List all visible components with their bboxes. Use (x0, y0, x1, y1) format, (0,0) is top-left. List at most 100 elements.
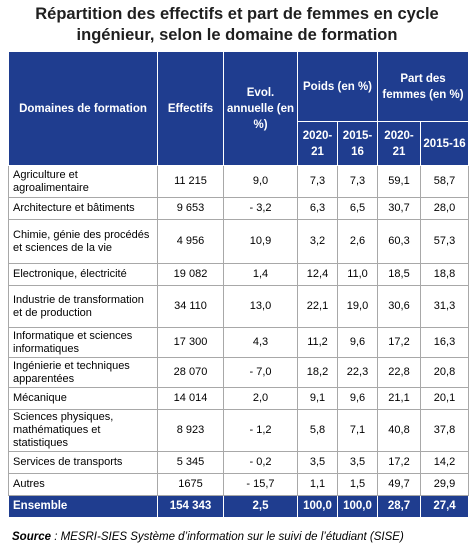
row-poids-2020-21: 9,1 (297, 387, 338, 410)
row-domain: Informatique et sciences informatiques (8, 327, 158, 358)
header-year-femmes-2020-21: 2020-21 (377, 121, 422, 166)
row-femmes-2015-16: 20,1 (420, 387, 470, 410)
row-femmes-2020-21: 17,2 (377, 327, 422, 358)
row-evol: 10,9 (223, 219, 298, 264)
header-part-femmes: Part des femmes (en %) (377, 51, 470, 122)
title-line-2: ingénieur, selon le domaine de formation (76, 26, 398, 44)
row-effectifs: 5 345 (157, 451, 224, 474)
row-poids-2020-21: 11,2 (297, 327, 338, 358)
header-poids: Poids (en %) (296, 51, 379, 122)
table-row: Sciences physiques, mathématiques et sta… (8, 409, 470, 452)
row-femmes-2020-21: 30,6 (377, 285, 422, 328)
row-domain: Services de transports (8, 451, 158, 474)
row-poids-2020-21: 7,3 (297, 165, 338, 198)
row-femmes-2015-16: 58,7 (420, 165, 470, 198)
table-row: Electronique, électricité 19 082 1,4 12,4 11… (8, 263, 470, 286)
row-femmes-2020-21: 18,5 (377, 263, 422, 286)
row-femmes-2015-16: 37,8 (420, 409, 470, 452)
row-effectifs: 8 923 (157, 409, 224, 452)
row-poids-2020-21: 100,0 (297, 495, 338, 518)
row-effectifs: 9 653 (157, 197, 224, 220)
row-domain: Industrie de transformation et de produc… (8, 285, 158, 328)
row-femmes-2015-16: 27,4 (420, 495, 470, 518)
row-femmes-2020-21: 60,3 (377, 219, 422, 264)
row-domain: Agriculture et agroalimentaire (8, 165, 158, 198)
row-effectifs: 17 300 (157, 327, 224, 358)
header-year-poids-2015-16: 2015-16 (336, 121, 379, 166)
row-effectifs: 4 956 (157, 219, 224, 264)
row-poids-2020-21: 22,1 (297, 285, 338, 328)
row-domain: Sciences physiques, mathématiques et sta… (8, 409, 158, 452)
row-evol: - 3,2 (223, 197, 298, 220)
table-row: Informatique et sciences informatiques 17… (8, 327, 470, 358)
row-poids-2020-21: 18,2 (297, 357, 338, 388)
row-evol: 4,3 (223, 327, 298, 358)
row-evol: 2,5 (223, 495, 298, 518)
row-poids-2020-21: 1,1 (297, 473, 338, 496)
table-row: Ingénierie et techniques apparentées 28 0… (8, 357, 470, 388)
row-evol: 2,0 (223, 387, 298, 410)
row-evol: - 15,7 (223, 473, 298, 496)
row-evol: 9,0 (223, 165, 298, 198)
row-poids-2015-16: 7,1 (336, 409, 379, 452)
row-evol: - 0,2 (223, 451, 298, 474)
data-table: Domaines de formation Effectifs Evol. an… (8, 51, 470, 518)
row-poids-2020-21: 3,2 (297, 219, 338, 264)
row-poids-2015-16: 11,0 (336, 263, 379, 286)
row-femmes-2015-16: 16,3 (420, 327, 470, 358)
row-poids-2015-16: 22,3 (336, 357, 379, 388)
table-row: Mécanique 14 014 2,0 9,1 9,6 21,1 20,1 (8, 387, 470, 410)
row-effectifs: 14 014 (157, 387, 224, 410)
row-domain: Mécanique (8, 387, 158, 410)
row-domain: Autres (8, 473, 158, 496)
source-note: Source : MESRI-SIES Système d’informatio… (12, 531, 472, 543)
row-domain: Architecture et bâtiments (8, 197, 158, 220)
row-poids-2020-21: 3,5 (297, 451, 338, 474)
row-effectifs: 19 082 (157, 263, 224, 286)
title-line-1: Répartition des effectifs et part de fem… (35, 5, 439, 23)
table-row: Agriculture et agroalimentaire 11 215 9,0 7… (8, 165, 470, 198)
row-poids-2020-21: 6,3 (297, 197, 338, 220)
row-effectifs: 28 070 (157, 357, 224, 388)
table-body: Agriculture et agroalimentaire 11 215 9,0 7… (8, 165, 470, 518)
row-femmes-2020-21: 22,8 (377, 357, 422, 388)
row-femmes-2015-16: 18,8 (420, 263, 470, 286)
row-poids-2015-16: 2,6 (336, 219, 379, 264)
page-title: Répartition des effectifs et part de fem… (0, 4, 474, 46)
row-domain: Electronique, électricité (8, 263, 158, 286)
source-label: Source (12, 531, 51, 543)
header-year-poids-2020-21: 2020-21 (297, 121, 338, 166)
row-poids-2020-21: 5,8 (297, 409, 338, 452)
header-effectifs: Effectifs (157, 51, 224, 166)
source-text: : MESRI-SIES Système d’information sur l… (51, 531, 404, 543)
row-domain: Chimie, génie des procédés et sciences d… (8, 219, 158, 264)
row-poids-2020-21: 12,4 (297, 263, 338, 286)
row-evol: 1,4 (223, 263, 298, 286)
row-femmes-2015-16: 28,0 (420, 197, 470, 220)
row-domain: Ensemble (8, 495, 158, 518)
row-poids-2015-16: 9,6 (336, 387, 379, 410)
row-femmes-2020-21: 59,1 (377, 165, 422, 198)
row-effectifs: 34 110 (157, 285, 224, 328)
row-effectifs: 1675 (157, 473, 224, 496)
row-femmes-2015-16: 29,9 (420, 473, 470, 496)
row-poids-2015-16: 7,3 (336, 165, 379, 198)
header-evol: Evol. annuelle (en %) (223, 51, 298, 166)
row-evol: - 7,0 (223, 357, 298, 388)
row-evol: - 1,2 (223, 409, 298, 452)
row-effectifs: 154 343 (157, 495, 224, 518)
row-femmes-2020-21: 30,7 (377, 197, 422, 220)
row-domain: Ingénierie et techniques apparentées (8, 357, 158, 388)
table-row: Chimie, génie des procédés et sciences d… (8, 219, 470, 264)
table-row-total: Ensemble 154 343 2,5 100,0 100,0 28,7 27… (8, 495, 470, 518)
header-domain: Domaines de formation (8, 51, 158, 166)
table-row: Services de transports 5 345- 0,2 3,5 3,5 17… (8, 451, 470, 474)
table-row: Autres 1675- 15,7 1,1 1,5 49,7 29,9 (8, 473, 470, 496)
row-femmes-2015-16: 14,2 (420, 451, 470, 474)
row-evol: 13,0 (223, 285, 298, 328)
table-row: Industrie de transformation et de produc… (8, 285, 470, 328)
row-poids-2015-16: 19,0 (336, 285, 379, 328)
row-femmes-2020-21: 21,1 (377, 387, 422, 410)
row-poids-2015-16: 3,5 (336, 451, 379, 474)
row-poids-2015-16: 6,5 (336, 197, 379, 220)
